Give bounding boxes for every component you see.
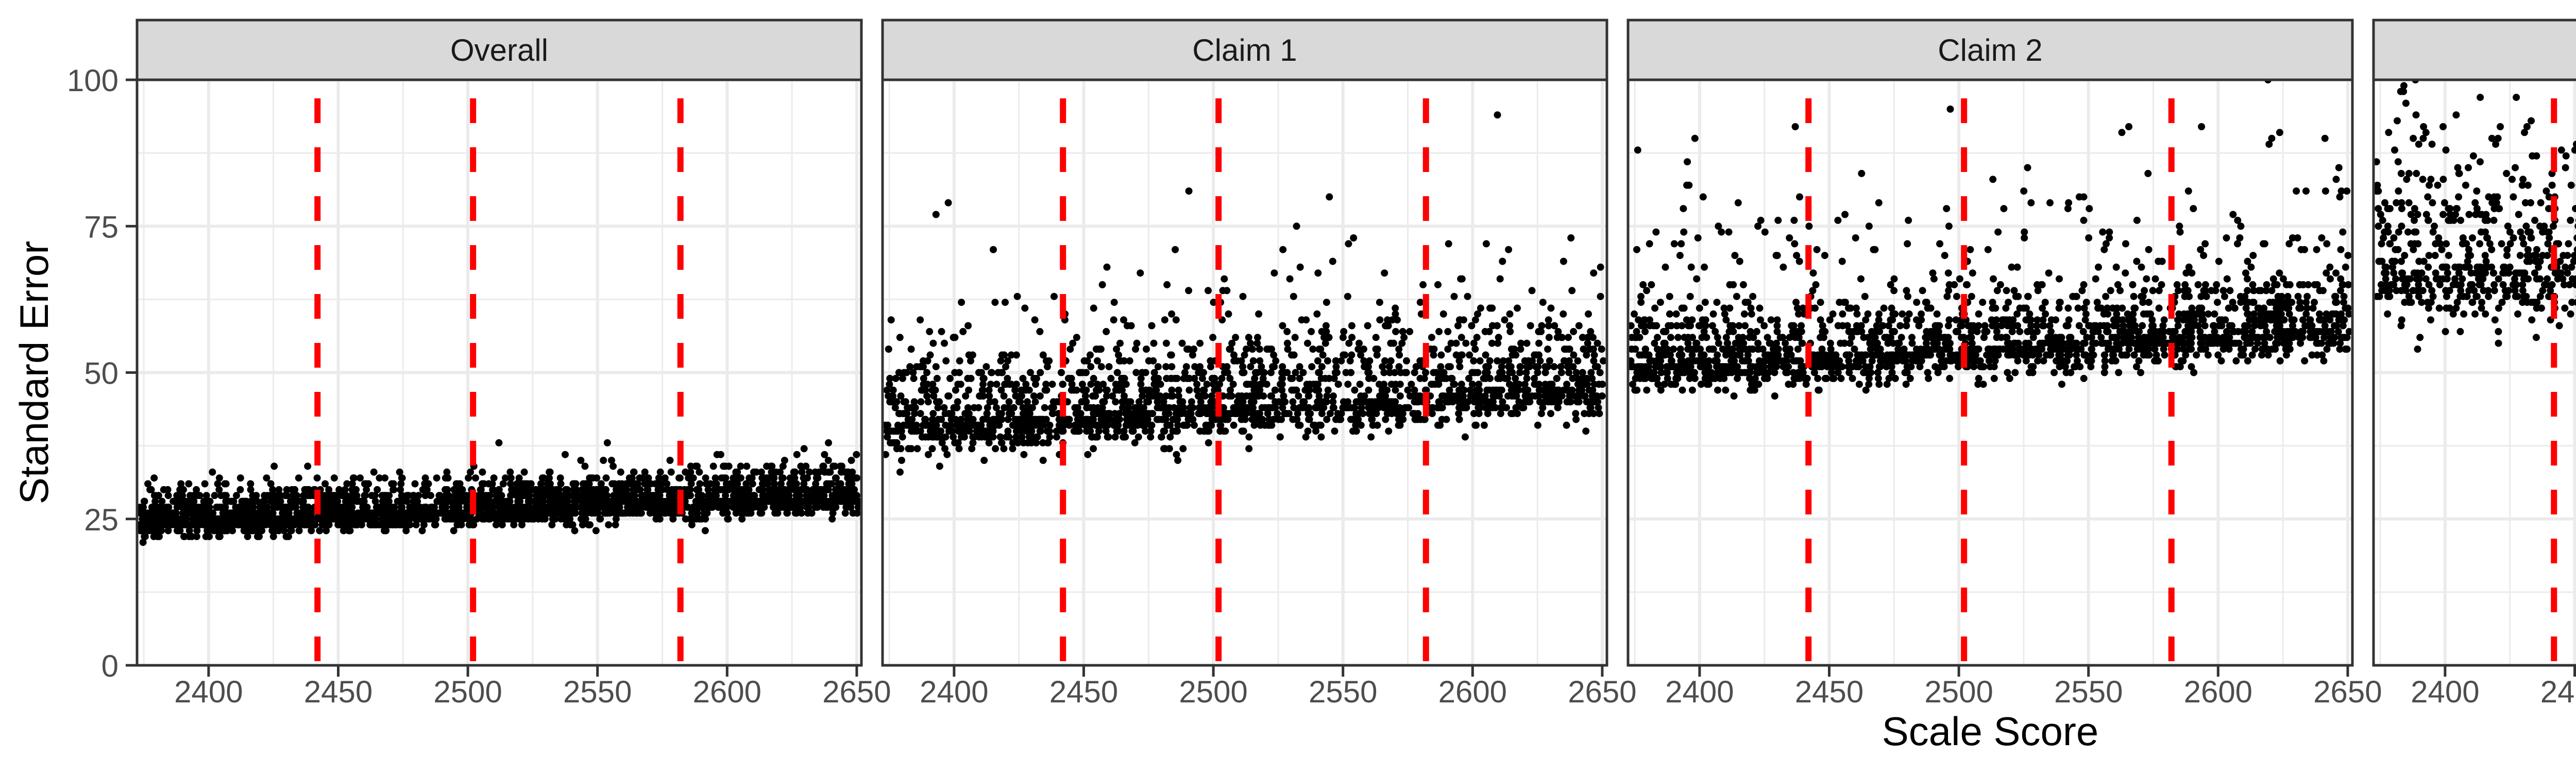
facet-panel-claim-2: Claim 2 2400 2450 2500 2550 2600 2650 [1626, 19, 2382, 709]
y-tick-label: 75 [84, 210, 118, 244]
x-tick-label: 2600 [1438, 675, 1507, 709]
scatter-points [136, 439, 862, 546]
x-tick-label: 2400 [920, 675, 988, 709]
facet-strip [2372, 19, 2576, 81]
facet-strip-label: Claim 2 [1938, 33, 2042, 67]
x-tick-label: 2600 [2184, 675, 2252, 709]
facet-panel-claim-1: Claim 1 2400 2450 2500 2550 2600 2650 [881, 19, 1637, 709]
x-tick-label: 2450 [1049, 675, 1118, 709]
x-tick-label: 2500 [1179, 675, 1247, 709]
y-tick-label: 0 [101, 649, 118, 683]
y-tick-label: 25 [84, 503, 118, 537]
y-axis: 0 25 50 75 100 [67, 63, 137, 683]
facet-strip [1626, 19, 2354, 81]
x-tick-label: 2500 [433, 675, 502, 709]
y-tick-label: 100 [67, 63, 118, 98]
x-tick-label: 2500 [1924, 675, 1993, 709]
facet-strip [881, 19, 1608, 81]
x-tick-label: 2400 [2411, 675, 2479, 709]
x-tick-label: 2550 [563, 675, 632, 709]
x-tick-label: 2450 [2540, 675, 2576, 709]
facet-panel-overall: Overall 2400 2450 2500 2550 2600 2650 [135, 19, 891, 709]
x-tick-label: 2550 [1309, 675, 1377, 709]
x-tick-label: 2400 [1665, 675, 1734, 709]
scatter-points [1627, 76, 2353, 400]
x-tick-label: 2400 [174, 675, 243, 709]
x-tick-label: 2450 [1795, 675, 1863, 709]
facet-strip [135, 19, 863, 81]
x-tick-label: 2450 [304, 675, 372, 709]
x-tick-label: 2600 [693, 675, 761, 709]
x-tick-label: 2650 [1568, 675, 1636, 709]
y-axis-title: Standard Error [11, 241, 57, 505]
x-axis-title: Scale Score [1882, 709, 2099, 754]
facet-panel-claim-3: Claim 3240024502500255026002650 [2372, 19, 2576, 709]
x-tick-label: 2550 [2054, 675, 2123, 709]
y-tick-label: 50 [84, 356, 118, 391]
scatter-points [2372, 76, 2576, 353]
facet-strip-label: Overall [450, 33, 548, 67]
x-tick-label: 2650 [822, 675, 891, 709]
facet-strip-label: Claim 1 [1192, 33, 1297, 67]
scatter-points [882, 111, 1607, 476]
x-tick-label: 2650 [2313, 675, 2382, 709]
